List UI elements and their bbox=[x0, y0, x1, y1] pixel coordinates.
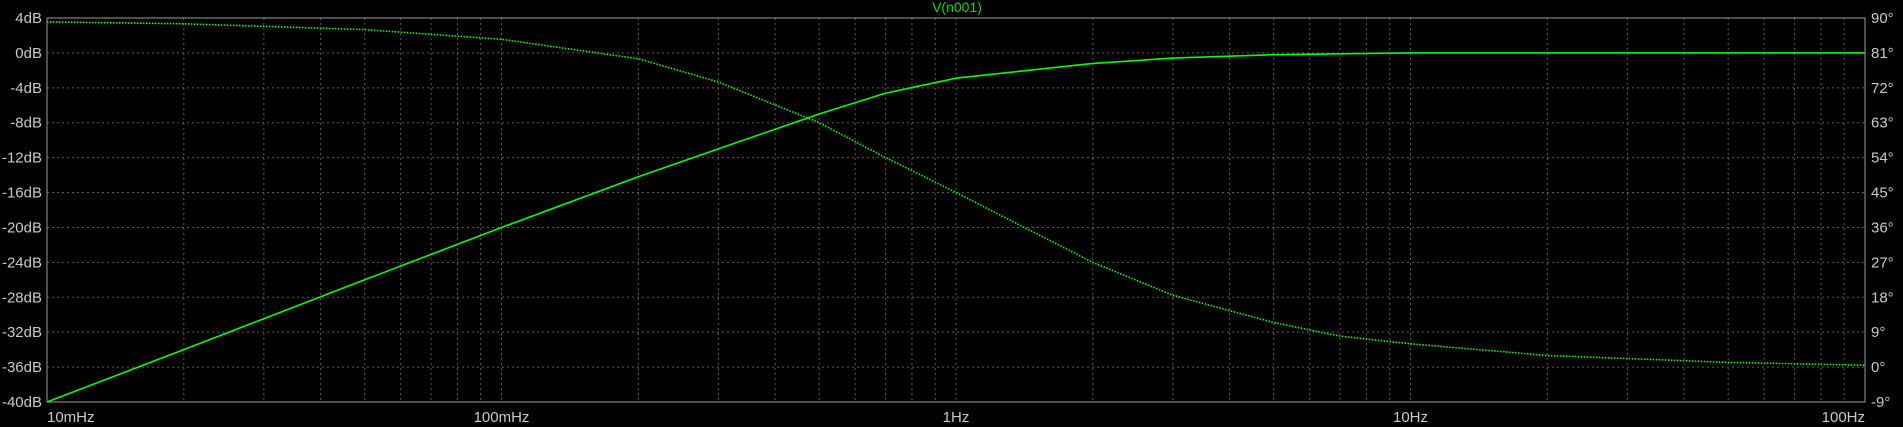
y-left-tick-label: -16dB bbox=[2, 185, 42, 202]
y-right-tick-label: 54° bbox=[1871, 150, 1894, 167]
y-right-tick-label: 0° bbox=[1871, 359, 1885, 376]
y-left-tick-label: -12dB bbox=[2, 150, 42, 167]
x-tick-label: 10Hz bbox=[1393, 409, 1428, 426]
traces bbox=[46, 21, 1866, 403]
y-right-tick-label: 63° bbox=[1871, 115, 1894, 132]
plot-frame bbox=[46, 17, 1866, 403]
y-right-tick-labels: 90° 81° 72° 63° 54° 45° 36° 27° 18° 9° 0° -9° bbox=[1871, 10, 1894, 411]
y-right-tick-label: 45° bbox=[1871, 185, 1894, 202]
x-tick-label: 10mHz bbox=[47, 409, 95, 426]
y-left-tick-label: -28dB bbox=[2, 289, 42, 306]
x-tick-label: 100Hz bbox=[1822, 409, 1865, 426]
y-right-tick-label: -9° bbox=[1871, 394, 1890, 411]
x-tick-labels: 10mHz 100mHz 1Hz 10Hz 100Hz bbox=[47, 409, 1865, 426]
y-right-tick-label: 18° bbox=[1871, 289, 1894, 306]
magnitude-trace bbox=[46, 52, 1865, 403]
y-left-tick-label: 4dB bbox=[15, 10, 42, 27]
x-tick-label: 100mHz bbox=[474, 409, 530, 426]
y-left-tick-label: -40dB bbox=[2, 394, 42, 411]
y-left-tick-label: -24dB bbox=[2, 254, 42, 271]
y-left-tick-label: -20dB bbox=[2, 219, 42, 236]
y-right-tick-label: 81° bbox=[1871, 45, 1894, 62]
y-left-tick-labels: 4dB 0dB -4dB -8dB -12dB -16dB -20dB -24dB -28dB -… bbox=[2, 10, 42, 411]
y-right-tick-label: 36° bbox=[1871, 219, 1894, 236]
grid bbox=[46, 18, 1865, 402]
phase-trace bbox=[46, 21, 1866, 366]
y-right-tick-label: 72° bbox=[1871, 80, 1894, 97]
x-tick-label: 1Hz bbox=[943, 409, 970, 426]
y-left-tick-label: -36dB bbox=[2, 359, 42, 376]
y-right-tick-label: 90° bbox=[1871, 10, 1894, 27]
chart-title: V(n001) bbox=[932, 0, 982, 15]
y-right-tick-label: 9° bbox=[1871, 324, 1885, 341]
y-left-tick-label: 0dB bbox=[15, 45, 42, 62]
y-right-tick-label: 27° bbox=[1871, 254, 1894, 271]
y-left-tick-label: -32dB bbox=[2, 324, 42, 341]
y-left-tick-label: -4dB bbox=[10, 80, 42, 97]
y-left-tick-label: -8dB bbox=[10, 115, 42, 132]
